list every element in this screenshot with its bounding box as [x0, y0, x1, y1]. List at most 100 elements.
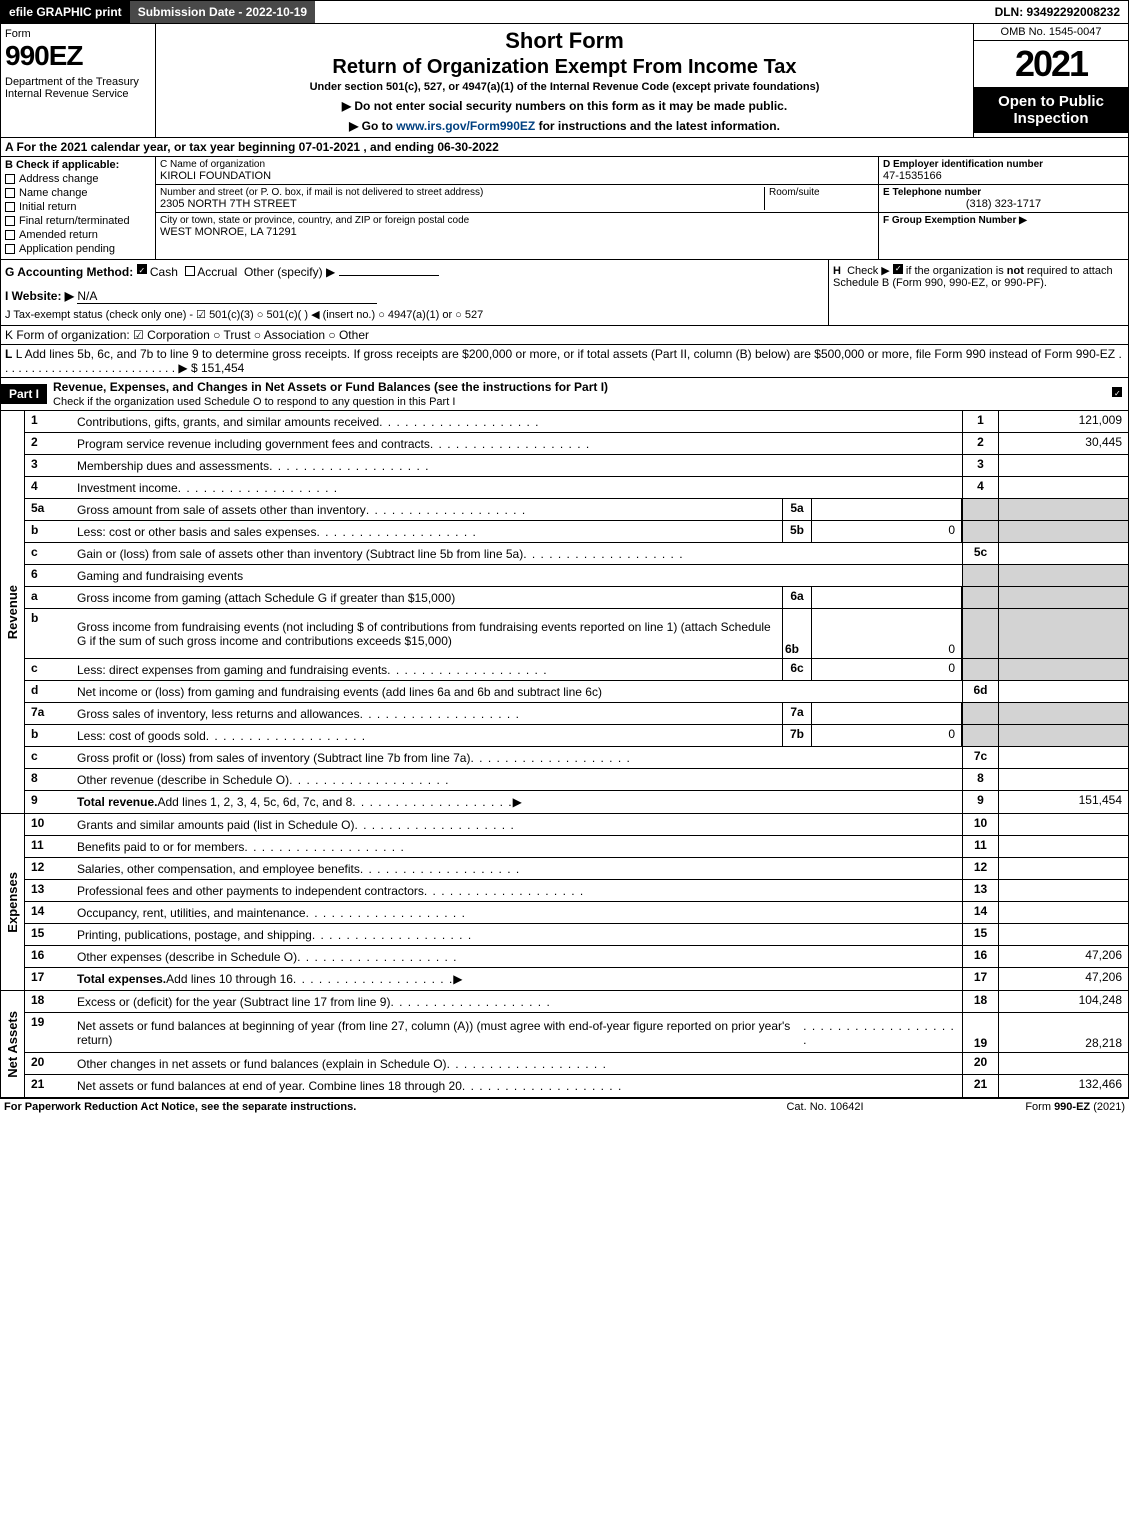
line-6d-desc: Net income or (loss) from gaming and fun… — [73, 681, 962, 702]
line-4-desc: Investment income — [73, 477, 962, 498]
city-label: City or town, state or province, country… — [160, 215, 469, 226]
line-17-value: 47,206 — [998, 968, 1128, 990]
part-1-label: Part I — [1, 384, 47, 404]
ein-label: D Employer identification number — [883, 159, 1124, 170]
line-8-value — [998, 769, 1128, 790]
line-19-desc: Net assets or fund balances at beginning… — [73, 1013, 962, 1052]
section-c-org-info: C Name of organization KIROLI FOUNDATION… — [156, 157, 878, 259]
section-d-identifiers: D Employer identification number 47-1535… — [878, 157, 1128, 259]
checkbox-application-pending[interactable] — [5, 244, 15, 254]
website-value: N/A — [77, 289, 377, 304]
line-13-value — [998, 880, 1128, 901]
ein-value: 47-1535166 — [883, 170, 1124, 182]
line-10-desc: Grants and similar amounts paid (list in… — [73, 814, 962, 835]
gross-receipts-value: 151,454 — [201, 361, 244, 375]
net-assets-sidebar: Net Assets — [1, 991, 25, 1097]
line-4-value — [998, 477, 1128, 498]
line-7c-value — [998, 747, 1128, 768]
section-l: L L Add lines 5b, 6c, and 7b to line 9 t… — [0, 345, 1129, 378]
info-grid-bcde: B Check if applicable: Address change Na… — [0, 157, 1129, 260]
expenses-section: Expenses 10Grants and similar amounts pa… — [0, 814, 1129, 991]
irs-link[interactable]: www.irs.gov/Form990EZ — [396, 119, 535, 133]
line-17-desc: Total expenses. Add lines 10 through 16 … — [73, 968, 962, 990]
section-j-tax-exempt: J Tax-exempt status (check only one) - ☑… — [5, 308, 824, 321]
line-1-desc: Contributions, gifts, grants, and simila… — [73, 411, 962, 432]
line-19-value: 28,218 — [998, 1013, 1128, 1052]
instruction-goto: ▶ Go to www.irs.gov/Form990EZ for instru… — [160, 119, 969, 133]
line-11-value — [998, 836, 1128, 857]
checkbox-cash[interactable] — [137, 264, 147, 274]
line-9-value: 151,454 — [998, 791, 1128, 813]
line-15-value — [998, 924, 1128, 945]
line-20-value — [998, 1053, 1128, 1074]
form-ref: Form 990-EZ (2021) — [925, 1101, 1125, 1113]
accounting-method-label: G Accounting Method: — [5, 265, 133, 279]
submission-date: Submission Date - 2022-10-19 — [130, 1, 315, 23]
cat-no: Cat. No. 10642I — [725, 1101, 925, 1113]
line-20-desc: Other changes in net assets or fund bala… — [73, 1053, 962, 1074]
under-section: Under section 501(c), 527, or 4947(a)(1)… — [160, 81, 969, 93]
form-header: Form 990EZ Department of the TreasuryInt… — [0, 24, 1129, 138]
col-g: G Accounting Method: Cash Accrual Other … — [1, 260, 828, 325]
section-h: H Check ▶ if the organization is not req… — [828, 260, 1128, 325]
line-2-value: 30,445 — [998, 433, 1128, 454]
line-6c-desc: Less: direct expenses from gaming and fu… — [73, 659, 782, 680]
return-title: Return of Organization Exempt From Incom… — [160, 56, 969, 79]
line-11-desc: Benefits paid to or for members — [73, 836, 962, 857]
department: Department of the TreasuryInternal Reven… — [5, 76, 151, 100]
other-specify-input[interactable] — [339, 275, 439, 276]
checkbox-name-change[interactable] — [5, 188, 15, 198]
checkbox-schedule-o[interactable] — [1112, 387, 1122, 397]
checkbox-schedule-b[interactable] — [893, 264, 903, 274]
website-label: I Website: ▶ — [5, 289, 74, 303]
checkbox-final-return[interactable] — [5, 216, 15, 226]
line-2-desc: Program service revenue including govern… — [73, 433, 962, 454]
tax-year: 2021 — [974, 41, 1128, 87]
header-center: Short Form Return of Organization Exempt… — [156, 24, 973, 137]
section-k-form-org: K Form of organization: ☑ Corporation ○ … — [0, 326, 1129, 345]
line-12-desc: Salaries, other compensation, and employ… — [73, 858, 962, 879]
revenue-section: Revenue 1Contributions, gifts, grants, a… — [0, 411, 1129, 814]
line-7b-value: 0 — [812, 725, 962, 746]
part-1-header: Part I Revenue, Expenses, and Changes in… — [0, 378, 1129, 411]
part-1-title: Revenue, Expenses, and Changes in Net As… — [47, 378, 614, 410]
addr-label: Number and street (or P. O. box, if mail… — [160, 187, 764, 198]
line-3-value — [998, 455, 1128, 476]
line-16-value: 47,206 — [998, 946, 1128, 967]
section-b-checkboxes: B Check if applicable: Address change Na… — [1, 157, 156, 259]
form-word: Form — [5, 28, 151, 40]
section-b-label: B Check if applicable: — [5, 159, 151, 171]
expenses-sidebar: Expenses — [1, 814, 25, 990]
checkbox-amended-return[interactable] — [5, 230, 15, 240]
checkbox-address-change[interactable] — [5, 174, 15, 184]
line-15-desc: Printing, publications, postage, and shi… — [73, 924, 962, 945]
line-6-desc: Gaming and fundraising events — [73, 565, 962, 586]
top-bar: efile GRAPHIC print Submission Date - 20… — [0, 0, 1129, 24]
line-6c-value: 0 — [812, 659, 962, 680]
efile-label[interactable]: efile GRAPHIC print — [1, 1, 130, 23]
line-6b-value: 0 — [812, 609, 962, 658]
short-form-title: Short Form — [160, 28, 969, 54]
revenue-sidebar: Revenue — [1, 411, 25, 813]
org-name: KIROLI FOUNDATION — [160, 170, 874, 182]
page-footer: For Paperwork Reduction Act Notice, see … — [0, 1098, 1129, 1115]
city-value: WEST MONROE, LA 71291 — [160, 226, 469, 238]
line-8-desc: Other revenue (describe in Schedule O) — [73, 769, 962, 790]
line-21-value: 132,466 — [998, 1075, 1128, 1097]
checkbox-initial-return[interactable] — [5, 202, 15, 212]
line-12-value — [998, 858, 1128, 879]
checkbox-accrual[interactable] — [185, 266, 195, 276]
room-label: Room/suite — [769, 187, 874, 198]
line-7c-desc: Gross profit or (loss) from sales of inv… — [73, 747, 962, 768]
group-exemption-label: F Group Exemption Number ▶ — [883, 215, 1124, 226]
instruction-ssn: ▶ Do not enter social security numbers o… — [160, 99, 969, 113]
header-right: OMB No. 1545-0047 2021 Open to Public In… — [973, 24, 1128, 137]
phone-value: (318) 323-1717 — [883, 198, 1124, 210]
line-13-desc: Professional fees and other payments to … — [73, 880, 962, 901]
line-7a-value — [812, 703, 962, 724]
line-6a-desc: Gross income from gaming (attach Schedul… — [73, 587, 782, 608]
line-18-value: 104,248 — [998, 991, 1128, 1012]
line-14-value — [998, 902, 1128, 923]
line-6b-desc: Gross income from fundraising events (no… — [73, 609, 782, 658]
open-to-public: Open to Public Inspection — [974, 87, 1128, 133]
